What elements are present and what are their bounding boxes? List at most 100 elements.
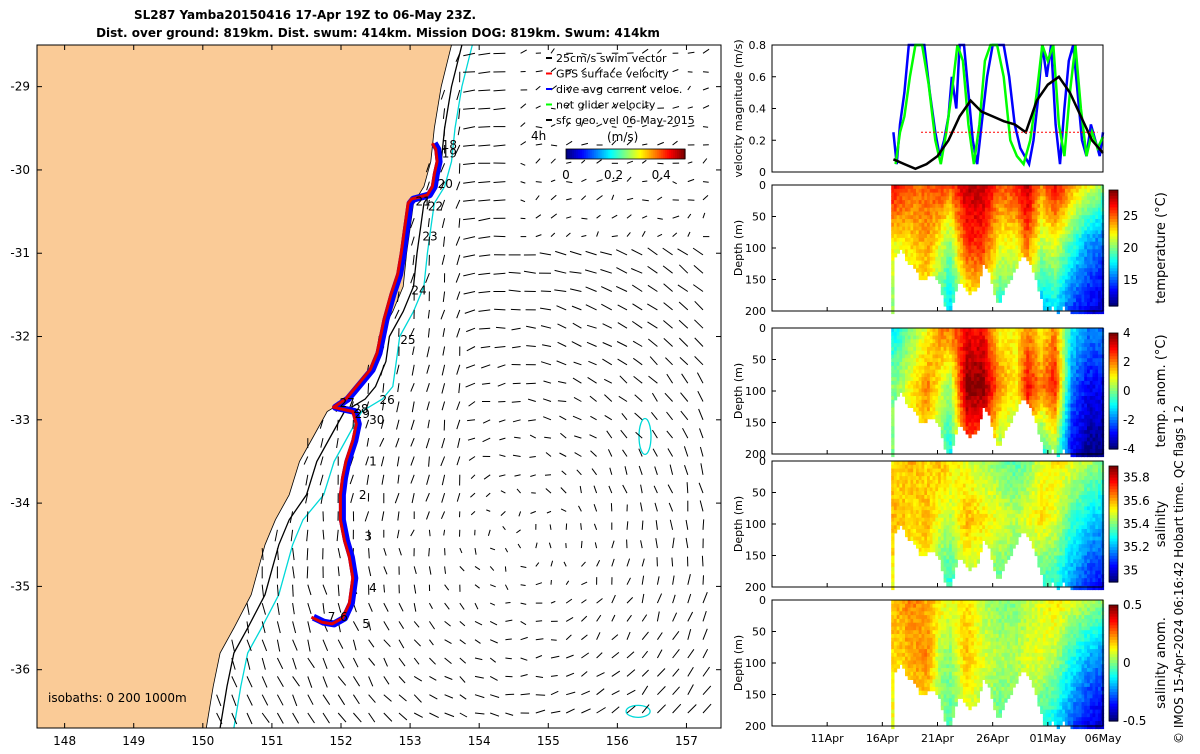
day-label: 25 <box>400 333 415 347</box>
section-cell <box>891 295 894 299</box>
velocity-arrow <box>463 72 475 73</box>
map-y-tick-label: -29 <box>10 80 30 94</box>
section-cell <box>1015 404 1018 408</box>
legend-entry: net glider velocity <box>556 99 656 112</box>
section-cell <box>1101 283 1104 287</box>
section-cell <box>1007 280 1010 284</box>
colorbar-label: (m/s) <box>607 130 638 144</box>
velocity-y-tick-label: 0.4 <box>749 103 767 116</box>
section-cell <box>974 430 977 434</box>
map-y-tick-label: -36 <box>10 663 30 677</box>
section-cell <box>1101 219 1104 223</box>
section-cell <box>1101 310 1104 314</box>
velocity-arrow <box>293 585 294 597</box>
isobaths-label: isobaths: 0 200 1000m <box>48 691 187 705</box>
velocity-arrow <box>505 566 506 571</box>
section-cell <box>1101 215 1104 219</box>
section-cell <box>924 276 927 280</box>
section-cell <box>1013 268 1016 272</box>
day-label: 3 <box>364 529 372 543</box>
section-cell <box>891 280 894 284</box>
velocity-arrow <box>551 640 557 641</box>
section-cell <box>979 407 982 411</box>
section-colorbar-tick: 25 <box>1123 209 1138 223</box>
day-label: 24 <box>411 284 426 298</box>
section-cell <box>1101 276 1104 280</box>
section-cell <box>1101 261 1104 265</box>
section-cell <box>1101 264 1104 268</box>
velocity-arrow <box>536 621 542 622</box>
section-cell <box>891 434 894 438</box>
section-cell <box>891 257 894 261</box>
velocity-arrow <box>494 236 506 237</box>
section-cell <box>891 310 894 314</box>
velocity-arrow <box>672 558 673 567</box>
section-cell <box>897 392 900 396</box>
section-cell <box>1015 407 1018 411</box>
colorbar-tick: 0 <box>562 168 570 182</box>
section-cell <box>1101 227 1104 231</box>
section-cell <box>891 283 894 287</box>
section-cell <box>952 441 955 445</box>
section-cell <box>979 272 982 276</box>
velocity-arrow <box>505 694 514 695</box>
legend-entry: sfc geo. vel 06-May-2015 <box>556 114 695 127</box>
map-x-tick-label: 152 <box>330 734 353 748</box>
map-x-tick-label: 151 <box>260 734 283 748</box>
day-label: 5 <box>362 617 370 631</box>
legend-entry: 25cm/s swim vector <box>556 52 667 65</box>
section-cell <box>955 283 958 287</box>
section-cell <box>891 453 894 457</box>
section-cell <box>974 287 977 291</box>
section-cell <box>1004 283 1007 287</box>
velocity-arrow <box>478 108 490 109</box>
section-cell <box>1101 189 1104 193</box>
section-cell <box>891 415 894 419</box>
velocity-arrow <box>429 530 430 536</box>
velocity-arrow <box>703 72 709 73</box>
section-cell <box>1101 200 1104 204</box>
section-cell <box>999 298 1002 302</box>
section-cell <box>952 295 955 299</box>
section-cell <box>979 264 982 268</box>
section-cell <box>1002 291 1005 295</box>
section-cell <box>924 419 927 423</box>
section-cell <box>977 423 980 427</box>
section-cell <box>1101 185 1104 189</box>
section-cell <box>949 445 952 449</box>
section-cell <box>1002 434 1005 438</box>
map-y-tick-label: -34 <box>10 496 30 510</box>
velocity-arrow <box>307 548 308 560</box>
day-label: 7 <box>328 610 336 624</box>
section-colorbar-tick: 20 <box>1123 241 1138 255</box>
map-x-tick-label: 154 <box>468 734 491 748</box>
section-cell <box>891 400 894 404</box>
section-cell <box>891 298 894 302</box>
day-label: 26 <box>380 393 395 407</box>
map-x-tick-label: 153 <box>399 734 422 748</box>
velocity-arrow <box>703 519 704 529</box>
section-cell <box>1101 272 1104 276</box>
section-cell <box>977 280 980 284</box>
section-cell <box>977 276 980 280</box>
section-ylabel: Depth (m) <box>732 220 745 276</box>
day-label: 19 <box>442 146 457 160</box>
section-cell <box>891 404 894 408</box>
legend-entry: GPS surface velocity <box>556 68 669 81</box>
velocity-arrow <box>536 695 545 696</box>
section-cell <box>1101 196 1104 200</box>
section-cell <box>891 419 894 423</box>
section-cell <box>1048 306 1051 310</box>
section-cell <box>1013 411 1016 415</box>
section-cell <box>1004 426 1007 430</box>
velocity-y-tick-label: 0.2 <box>749 134 767 147</box>
velocity-y-tick-label: 0.6 <box>749 71 767 84</box>
velocity-y-tick-label: 0.8 <box>749 39 767 52</box>
velocity-arrow <box>511 309 521 310</box>
